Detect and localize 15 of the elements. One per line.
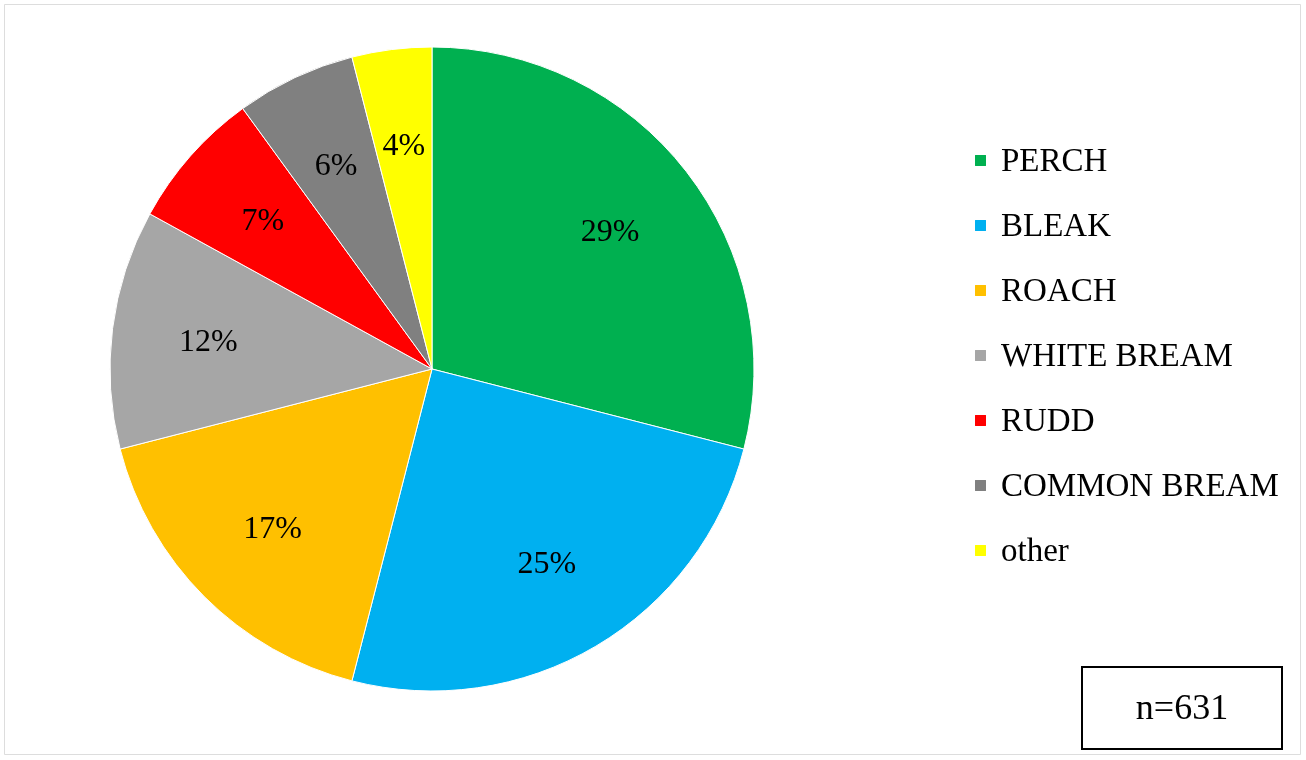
legend-label: ROACH — [1001, 271, 1117, 308]
text: n=631 — [1135, 687, 1229, 727]
legend-label: COMMON BREAM — [1001, 466, 1279, 503]
data-label: 6% — [314, 146, 358, 183]
data-label: 12% — [179, 321, 238, 358]
data-label: 25% — [517, 544, 577, 581]
legend-label: RUDD — [1001, 401, 1095, 438]
data-label: 29% — [580, 211, 640, 248]
legend-label: WHITE BREAM — [1001, 336, 1233, 373]
legend-label: other — [1001, 531, 1069, 568]
legend-label: BLEAK — [1001, 206, 1112, 243]
data-label: 17% — [243, 509, 302, 546]
data-label: 4% — [382, 126, 426, 163]
legend-label: PERCH — [1001, 141, 1108, 178]
data-label: 7% — [241, 200, 285, 237]
